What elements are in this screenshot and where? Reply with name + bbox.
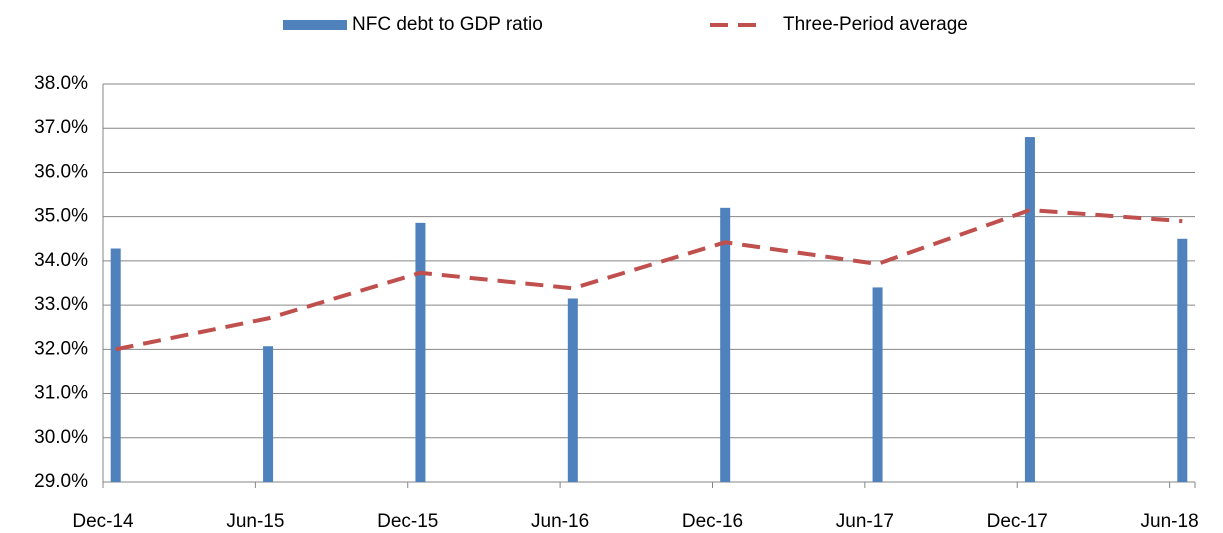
bar (415, 222, 426, 482)
legend-swatch (283, 20, 347, 30)
y-tick-label: 38.0% (34, 73, 88, 94)
y-tick-label: 37.0% (34, 117, 88, 138)
x-tick-label: Dec-15 (377, 511, 438, 532)
trend-line (115, 208, 1183, 352)
y-tick-label: 32.0% (34, 338, 88, 359)
y-tick-label: 29.0% (34, 471, 88, 492)
x-tick-label: Jun-18 (1141, 511, 1199, 532)
x-tick-label: Jun-15 (226, 511, 284, 532)
y-tick-label: 30.0% (34, 427, 88, 448)
x-tick-label: Dec-14 (72, 511, 134, 532)
y-tick-label: 35.0% (34, 206, 88, 227)
x-tick-label: Dec-17 (987, 511, 1048, 532)
y-tick-label: 33.0% (34, 294, 88, 315)
x-tick-label: Jun-16 (531, 511, 589, 532)
bar (110, 248, 121, 482)
y-tick-label: 31.0% (34, 383, 88, 404)
x-tick-label: Dec-16 (682, 511, 743, 532)
bar (567, 298, 578, 482)
x-tick-label: Jun-17 (836, 511, 894, 532)
legend-label: NFC debt to GDP ratio (352, 14, 543, 35)
y-tick-label: 36.0% (34, 161, 88, 182)
bar (263, 346, 274, 482)
legend-label: Three-Period average (783, 14, 968, 35)
bar (872, 287, 883, 482)
bar (1024, 137, 1035, 483)
y-tick-label: 34.0% (34, 250, 88, 271)
bar (720, 207, 731, 483)
bar (1177, 238, 1188, 482)
